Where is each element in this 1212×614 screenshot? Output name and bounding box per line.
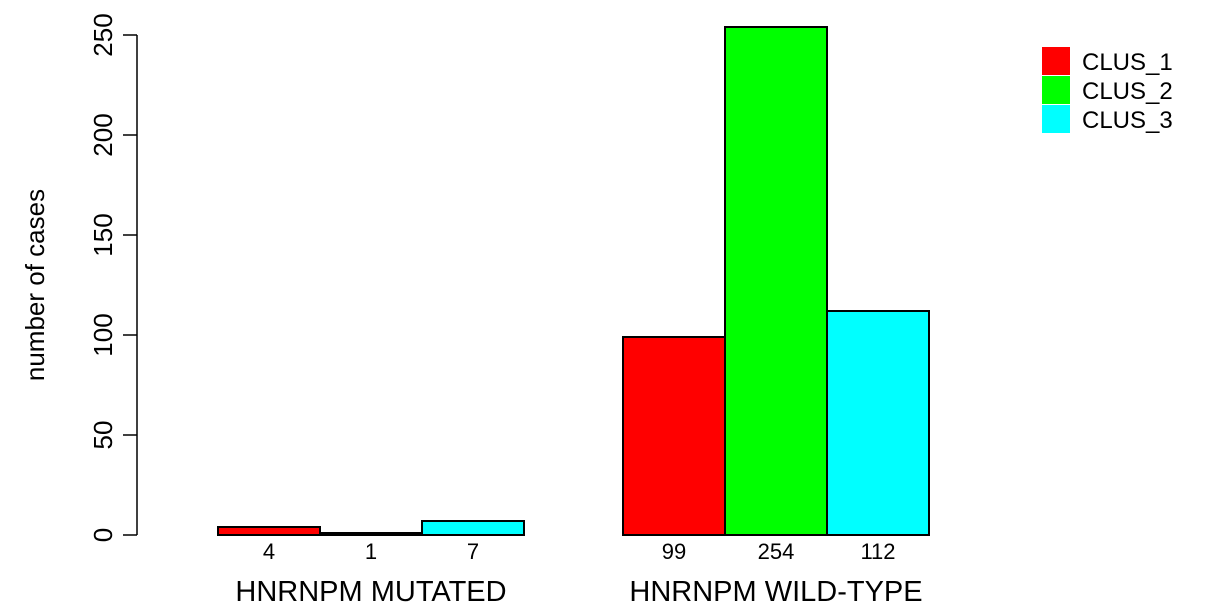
legend-swatch [1042,105,1070,133]
legend-swatch [1042,47,1070,75]
bar-clus-2-mutated [319,532,423,536]
data-label: 1 [365,539,377,564]
bar-clus-1-mutated [217,526,321,536]
y-tick-label: 100 [88,313,118,356]
legend-label: CLUS_3 [1082,107,1173,134]
legend-label: CLUS_2 [1082,78,1173,105]
group-labels: HNRNPM MUTATED HNRNPM WILD-TYPE [235,576,922,608]
data-label: 4 [263,539,275,564]
data-label: 99 [662,539,686,564]
bar-clus-2-wild-type [724,26,828,536]
y-tick-label: 150 [88,213,118,256]
bar-clus-3-mutated [421,520,525,536]
data-label: 7 [467,539,479,564]
legend-swatch [1042,76,1070,104]
y-tick-label: 0 [88,528,118,542]
y-tick-label: 250 [88,13,118,56]
bars [217,26,930,536]
category-label: HNRNPM WILD-TYPE [629,576,922,608]
y-tick-label: 50 [88,421,118,450]
y-tick-label: 200 [88,113,118,156]
legend-label: CLUS_1 [1082,49,1173,76]
data-label: 254 [758,539,795,564]
y-axis-title: number of cases [20,189,50,381]
data-labels: 4 1 7 99 254 112 [263,539,896,564]
category-label: HNRNPM MUTATED [235,576,506,608]
bar-clus-1-wild-type [622,336,726,536]
bar-clus-3-wild-type [826,310,930,536]
y-axis: 0 50 100 150 200 250 [88,13,138,542]
data-label: 112 [860,539,895,564]
